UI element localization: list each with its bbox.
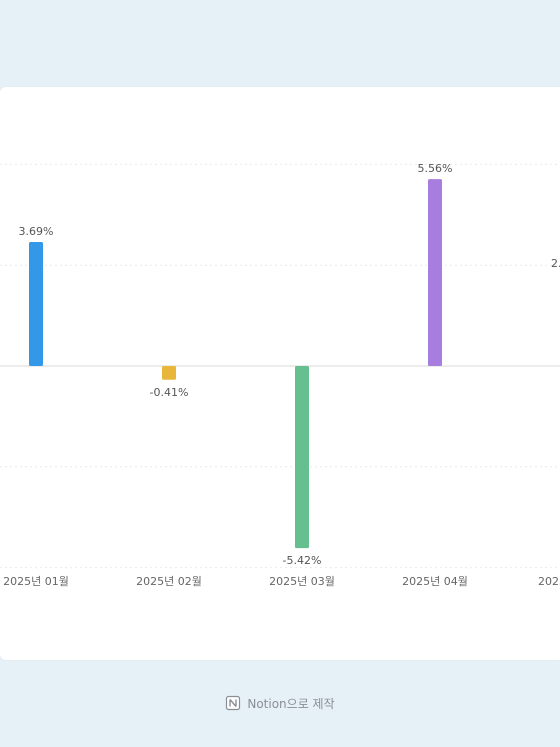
bar-label-3: -5.42% bbox=[283, 554, 322, 567]
bar-2[interactable] bbox=[162, 366, 176, 380]
chart-card: 3.69%-0.41%-5.42%5.56%2. 2025년 01월2025년 … bbox=[0, 87, 560, 660]
bar-1[interactable] bbox=[29, 242, 43, 366]
data-labels: 3.69% -0.41% -5.42% 5.56% 2. bbox=[19, 162, 560, 567]
footer[interactable]: Notion으로 제작 bbox=[0, 690, 560, 716]
bar-label-1: 3.69% bbox=[19, 225, 54, 238]
x-tick-label-5: 2025 bbox=[538, 575, 560, 588]
bar-label-5: 2. bbox=[551, 257, 560, 270]
bar-4[interactable] bbox=[428, 179, 442, 366]
x-tick-label-4: 2025년 04월 bbox=[402, 575, 468, 588]
footer-text: Notion으로 제작 bbox=[247, 696, 335, 711]
x-tick-label-3: 2025년 03월 bbox=[269, 575, 335, 588]
bar-label-2: -0.41% bbox=[150, 386, 189, 399]
x-tick-label-1: 2025년 01월 bbox=[3, 575, 69, 588]
bar-label-4: 5.56% bbox=[418, 162, 453, 175]
grid bbox=[0, 163, 560, 569]
x-axis-tick-labels: 2025년 01월 2025년 02월 2025년 03월 2025년 04월 2025 bbox=[3, 575, 560, 588]
bar-3[interactable] bbox=[295, 366, 309, 549]
bars bbox=[29, 179, 442, 549]
notion-logo-icon bbox=[226, 695, 241, 711]
x-tick-label-2: 2025년 02월 bbox=[136, 575, 202, 588]
bar-chart: 3.69%-0.41%-5.42%5.56%2. 2025년 01월2025년 … bbox=[0, 162, 560, 588]
